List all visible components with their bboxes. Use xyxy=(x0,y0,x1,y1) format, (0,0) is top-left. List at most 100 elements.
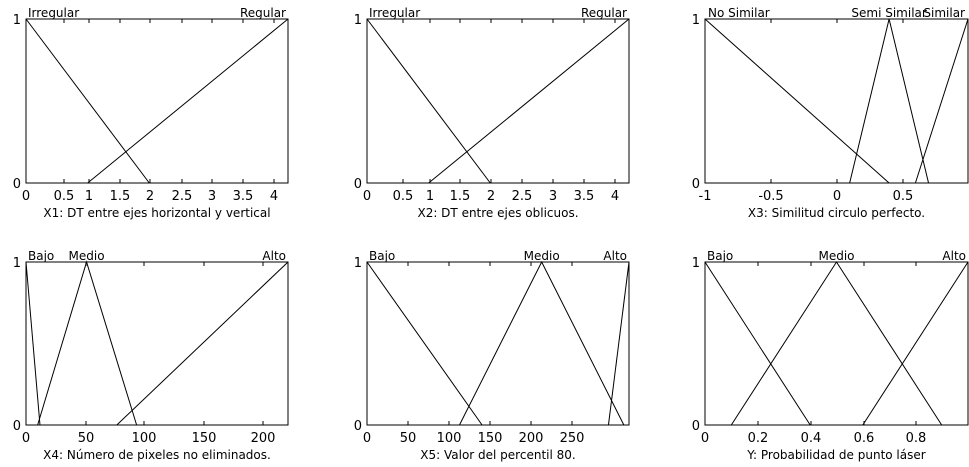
x-tick-label: 2 xyxy=(487,189,495,204)
x-tick-label: 0 xyxy=(22,431,30,446)
x-tick-label: 3 xyxy=(549,189,557,204)
x-tick-label: 2.5 xyxy=(172,189,193,204)
x-tick-label: 0.6 xyxy=(854,431,875,446)
x-tick-label: 0.4 xyxy=(801,431,822,446)
y-tick-label: 0 xyxy=(13,177,21,192)
plot-frame xyxy=(366,261,630,426)
x-tick-label: 150 xyxy=(192,431,217,446)
mf-line-alto xyxy=(607,261,630,426)
x-tick-label: 0.5 xyxy=(893,189,914,204)
plot-frame xyxy=(704,261,969,426)
mf-line-semi-similar xyxy=(849,18,930,184)
y-tick-label: 0 xyxy=(354,177,362,192)
mf-line-medio xyxy=(37,260,138,426)
x-axis-title: X4: Número de pixeles no eliminados. xyxy=(43,448,271,462)
chart-panel-4: 0 1 0 50 100 150 200 X4: Número de pixeles no e… xyxy=(13,249,289,462)
x-tick-label: 150 xyxy=(478,431,503,446)
x-tick-label: 50 xyxy=(78,431,95,446)
chart-panel-6: 0 1 0 0.2 0.4 0.6 0.8 Y: Probabilidad de punto … xyxy=(692,249,969,462)
x-tick-label: 0 xyxy=(833,189,841,204)
x-tick-label: 0 xyxy=(363,189,371,204)
mf-label: Irregular xyxy=(369,6,420,20)
x-tick-label: 0 xyxy=(701,431,709,446)
x-tick-label: 2 xyxy=(146,189,154,204)
x-tick-label: 250 xyxy=(560,431,585,446)
mf-line-bajo xyxy=(25,261,41,426)
x-tick-label: -1 xyxy=(699,189,712,204)
mf-line-medio xyxy=(730,261,943,426)
x-tick-label: 0.5 xyxy=(393,189,414,204)
plot-frame xyxy=(366,18,630,184)
x-axis-title: X2: DT entre ejes oblicuos. xyxy=(417,206,578,220)
x-tick-label: 100 xyxy=(132,431,157,446)
y-tick-label: 1 xyxy=(354,256,362,271)
y-tick-label: 1 xyxy=(692,256,700,271)
x-tick-label: -0.5 xyxy=(758,189,783,204)
mf-line-irregular xyxy=(25,18,150,184)
mf-label: Medio xyxy=(818,249,854,263)
mf-label: Medio xyxy=(69,249,105,263)
mf-line-alto xyxy=(862,261,969,426)
mf-line-regular xyxy=(87,18,289,184)
chart-panel-2: 0 1 0 0.5 1 1.5 2 2.5 3 3.5 4 X2: DT entre ejes obl… xyxy=(354,6,630,220)
x-tick-label: 4 xyxy=(270,189,278,204)
mf-line-no-similar xyxy=(704,18,890,184)
plot-frame xyxy=(25,261,289,426)
mf-label: Regular xyxy=(581,6,627,20)
x-tick-label: 0.5 xyxy=(54,189,75,204)
x-axis-title: X5: Valor del percentil 80. xyxy=(420,448,575,462)
mf-line-regular xyxy=(428,18,630,184)
mf-label: Alto xyxy=(942,249,966,263)
mf-label: Bajo xyxy=(369,249,395,263)
mf-label: Semi Similar xyxy=(851,6,927,20)
y-tick-label: 0 xyxy=(354,419,362,434)
chart-panel-5: 0 1 0 50 100 150 200 250 X5: Valor del percentil… xyxy=(354,249,630,462)
x-tick-label: 3.5 xyxy=(233,189,254,204)
x-tick-label: 3 xyxy=(208,189,216,204)
x-tick-label: 1.5 xyxy=(450,189,471,204)
mf-line-medio xyxy=(459,260,625,426)
mf-label: Medio xyxy=(524,249,560,263)
x-tick-label: 200 xyxy=(519,431,544,446)
y-tick-label: 0 xyxy=(692,419,700,434)
x-axis-title: X3: Similitud circulo perfecto. xyxy=(748,206,925,220)
y-tick-label: 1 xyxy=(13,256,21,271)
mf-label: Bajo xyxy=(28,249,54,263)
x-tick-label: 2.5 xyxy=(512,189,533,204)
mf-line-irregular xyxy=(366,18,491,184)
x-tick-label: 0.2 xyxy=(748,431,769,446)
x-tick-label: 0 xyxy=(363,431,371,446)
mf-line-bajo xyxy=(366,261,483,426)
mf-label: Bajo xyxy=(707,249,733,263)
mf-label: Alto xyxy=(262,249,286,263)
x-axis-title: Y: Probabilidad de punto láser xyxy=(746,448,925,462)
plot-frame xyxy=(25,18,289,184)
mf-line-alto xyxy=(116,261,289,426)
mf-label: Similar xyxy=(923,6,965,20)
plot-frame xyxy=(704,18,969,184)
x-tick-label: 1.5 xyxy=(110,189,131,204)
x-tick-label: 0 xyxy=(22,189,30,204)
y-tick-label: 1 xyxy=(13,13,21,28)
mf-label: Irregular xyxy=(28,6,79,20)
x-tick-label: 1 xyxy=(85,189,93,204)
x-tick-label: 1 xyxy=(426,189,434,204)
mf-label: Alto xyxy=(603,249,627,263)
x-tick-label: 50 xyxy=(400,431,417,446)
y-tick-label: 1 xyxy=(692,13,700,28)
mf-label: Regular xyxy=(240,6,286,20)
y-tick-label: 0 xyxy=(13,419,21,434)
y-tick-label: 0 xyxy=(692,177,700,192)
x-tick-label: 200 xyxy=(251,431,276,446)
x-tick-label: 0.8 xyxy=(906,431,927,446)
chart-panel-3: 0 1 -1 -0.5 0 0.5 X3: Similitud circulo perfec… xyxy=(692,6,969,220)
x-tick-label: 3.5 xyxy=(574,189,595,204)
y-tick-label: 1 xyxy=(354,13,362,28)
x-tick-label: 4 xyxy=(611,189,619,204)
x-tick-label: 100 xyxy=(437,431,462,446)
mf-line-similar xyxy=(914,18,969,184)
mf-label: No Similar xyxy=(708,6,770,20)
x-axis-title: X1: DT entre ejes horizontal y vertical xyxy=(43,206,270,220)
chart-panel-1: 0 1 0 0.5 1 1.5 2 2.5 3 3.5 4X1: DT entre ejes hor… xyxy=(13,6,289,220)
